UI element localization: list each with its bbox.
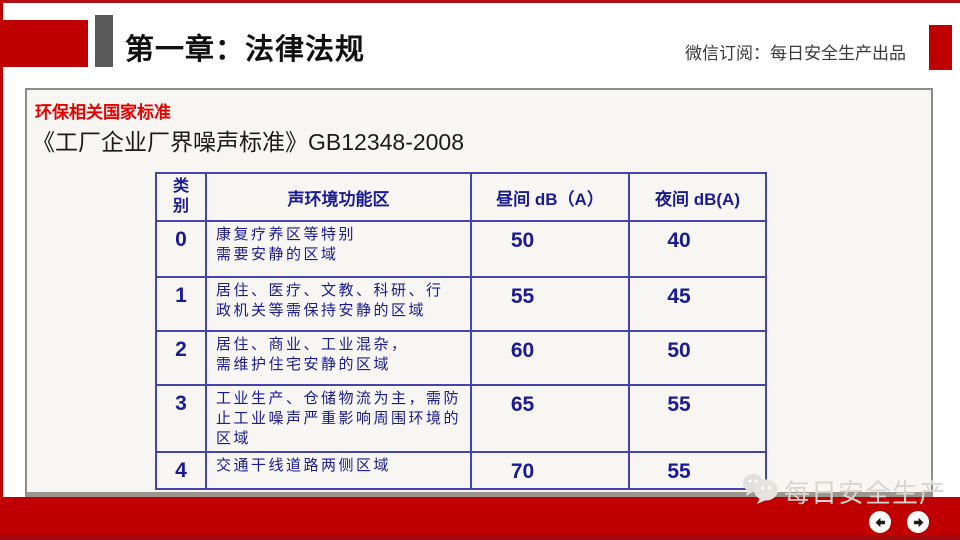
- col-header-day: 昼间 dB（A）: [470, 172, 630, 222]
- table-row: 0 康复疗养区等特别 需要安静的区域 50 40: [155, 220, 767, 278]
- corner-red-block: [929, 25, 952, 70]
- cell-category: 3: [155, 384, 207, 453]
- cell-category: 1: [155, 276, 207, 332]
- section-title: 环保相关国家标准: [35, 103, 171, 122]
- cell-day: 50: [470, 220, 630, 278]
- table-row: 4 交通干线道路两侧区域 70 55: [155, 450, 767, 490]
- cell-day: 65: [470, 384, 630, 453]
- cell-day: 55: [470, 276, 630, 332]
- wechat-icon: [740, 470, 780, 511]
- cell-category: 2: [155, 330, 207, 386]
- cell-zone: 居住、医疗、文教、科研、行 政机关等需保持安静的区域: [205, 276, 472, 332]
- header-red-rect: [0, 20, 88, 67]
- standard-title: 《工厂企业厂界噪声标准》GB12348-2008: [32, 129, 465, 155]
- cell-day: 70: [470, 450, 630, 490]
- cell-zone: 交通干线道路两侧区域: [205, 450, 472, 490]
- subscription-text: 微信订阅：每日安全生产出品: [685, 44, 906, 63]
- bottom-red-band: [0, 497, 960, 540]
- cell-zone: 工业生产、仓储物流为主，需防 止工业噪声严重影响周围环境的 区域: [205, 384, 472, 453]
- cell-night: 45: [628, 276, 767, 332]
- cell-category: 0: [155, 220, 207, 278]
- page-title: 第一章：法律法规: [125, 34, 366, 66]
- watermark: 每日安全生产: [740, 470, 946, 511]
- top-accent-line: [0, 0, 960, 3]
- content-panel: 环保相关国家标准 《工厂企业厂界噪声标准》GB12348-2008 类别 声环境…: [25, 88, 933, 497]
- left-accent-line: [0, 0, 3, 500]
- table-header-row: 类别 声环境功能区 昼间 dB（A） 夜间 dB(A): [155, 172, 767, 222]
- prev-button[interactable]: [869, 511, 891, 533]
- table-row: 2 居住、商业、工业混杂， 需维护住宅安静的区域 60 50: [155, 330, 767, 386]
- arrow-right-icon: [913, 517, 923, 527]
- table-row: 3 工业生产、仓储物流为主，需防 止工业噪声严重影响周围环境的 区域 65 55: [155, 384, 767, 453]
- cell-day: 60: [470, 330, 630, 386]
- next-button[interactable]: [907, 511, 929, 533]
- cell-zone: 居住、商业、工业混杂， 需维护住宅安静的区域: [205, 330, 472, 386]
- col-header-zone: 声环境功能区: [205, 172, 472, 222]
- cell-category: 4: [155, 450, 207, 490]
- cell-night: 55: [628, 384, 767, 453]
- cell-night: 40: [628, 220, 767, 278]
- col-header-night: 夜间 dB(A): [628, 172, 767, 222]
- bottom-dark-edge: [0, 536, 960, 540]
- noise-limit-table: 类别 声环境功能区 昼间 dB（A） 夜间 dB(A) 0 康复疗养区等特别 需…: [155, 172, 767, 490]
- col-header-category: 类别: [155, 172, 207, 222]
- arrow-left-icon: [875, 517, 885, 527]
- header-gray-bar: [95, 15, 113, 67]
- cell-zone: 康复疗养区等特别 需要安静的区域: [205, 220, 472, 278]
- cell-night: 50: [628, 330, 767, 386]
- table-row: 1 居住、医疗、文教、科研、行 政机关等需保持安静的区域 55 45: [155, 276, 767, 332]
- watermark-text: 每日安全生产: [784, 478, 947, 508]
